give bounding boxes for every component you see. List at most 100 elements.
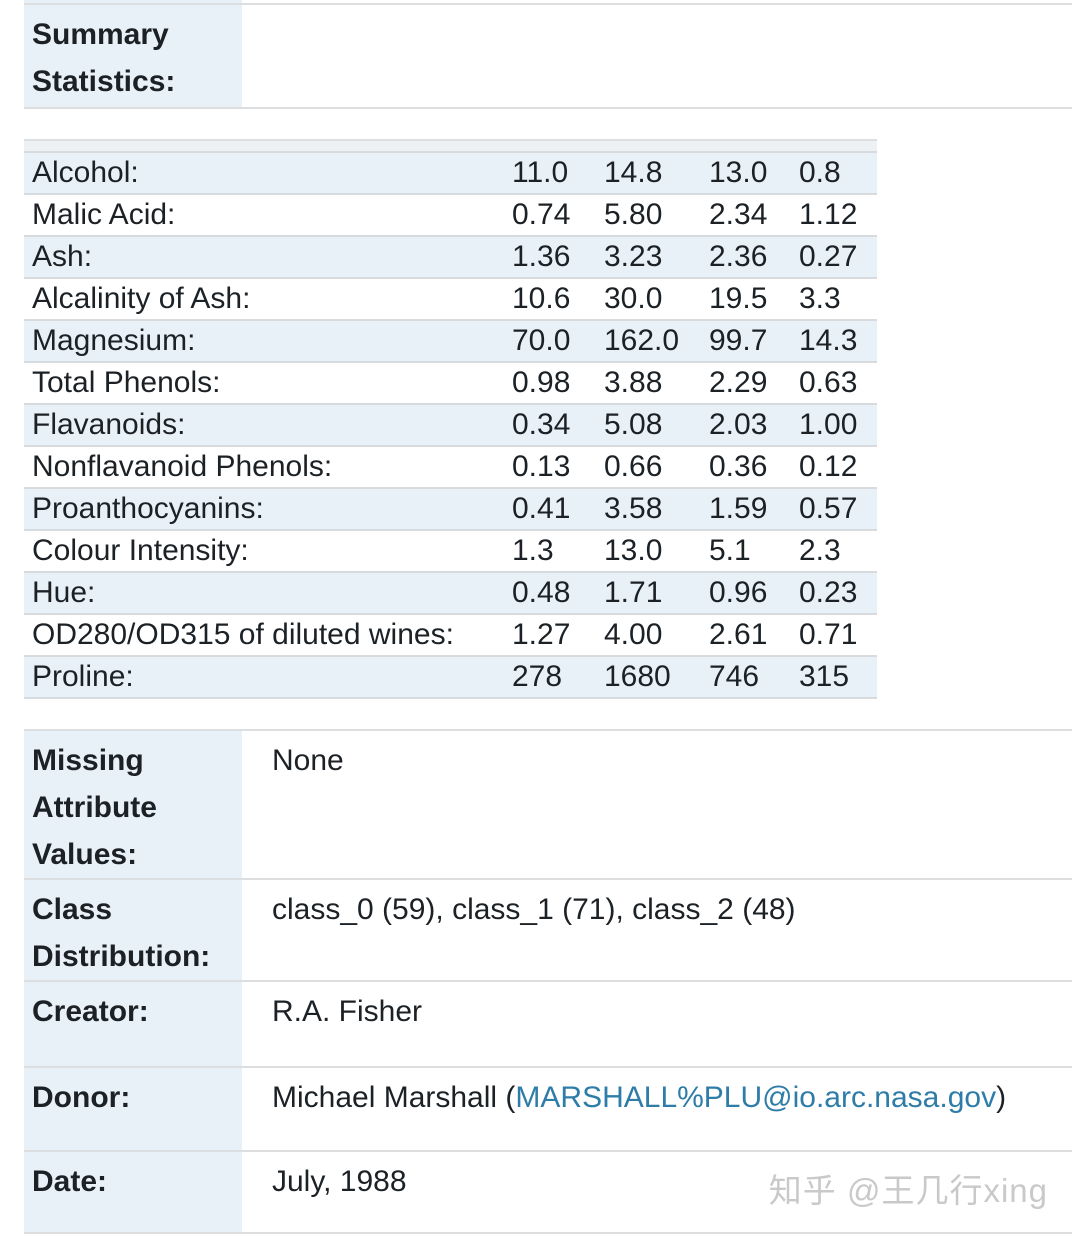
stat-max: 3.88: [604, 366, 663, 399]
missing-values-label: Missing Attribute Values:: [24, 731, 242, 878]
cutoff-label-cell: [24, 0, 242, 3]
stats-row-flavanoids: Flavanoids: 0.34 5.08 2.03 1.00: [24, 404, 877, 446]
zhihu-watermark: 知乎 @王几行xing: [768, 1172, 1048, 1209]
stats-row-colour-intensity: Colour Intensity: 1.3 13.0 5.1 2.3: [24, 530, 877, 572]
stat-sd: 14.3: [799, 324, 858, 357]
stat-label: Colour Intensity:: [32, 534, 249, 567]
stat-sd: 0.23: [799, 576, 858, 609]
stat-sd: 0.57: [799, 492, 858, 525]
stat-sd: 0.27: [799, 240, 858, 273]
field-row-donor: Donor: Michael Marshall (MARSHALL%PLU@io…: [24, 1066, 1072, 1150]
stat-label: Proline:: [32, 660, 134, 693]
field-row-class-distribution: Class Distribution: class_0 (59), class_…: [24, 878, 1072, 980]
stat-label: Alcohol:: [32, 156, 139, 189]
stat-min: 0.13: [512, 450, 571, 483]
field-row-missing-values: Missing Attribute Values: None: [24, 729, 1072, 878]
stat-sd: 0.8: [799, 156, 841, 189]
stat-max: 30.0: [604, 282, 663, 315]
field-row-date: Date: July, 1988: [24, 1150, 1072, 1234]
stat-label: Alcalinity of Ash:: [32, 282, 251, 315]
stats-row-proline: Proline: 278 1680 746 315: [24, 656, 877, 698]
stat-max: 4.00: [604, 618, 663, 651]
stat-mean: 2.61: [709, 618, 768, 651]
stat-mean: 2.34: [709, 198, 768, 231]
stat-sd: 2.3: [799, 534, 841, 567]
stat-label: Proanthocyanins:: [32, 492, 264, 525]
stat-min: 0.41: [512, 492, 571, 525]
creator-label: Creator:: [24, 982, 242, 1066]
stat-max: 5.80: [604, 198, 663, 231]
stat-label: Hue:: [32, 576, 96, 609]
stat-label: Magnesium:: [32, 324, 196, 357]
stat-max: 13.0: [604, 534, 663, 567]
stat-label: Nonflavanoid Phenols:: [32, 450, 333, 483]
stats-row-malic-acid: Malic Acid: 0.74 5.80 2.34 1.12: [24, 194, 877, 236]
stat-sd: 0.71: [799, 618, 858, 651]
donor-email-link[interactable]: MARSHALL%PLU@io.arc.nasa.gov: [515, 1081, 997, 1114]
cutoff-row-sliver: [0, 0, 1072, 3]
donor-value: Michael Marshall (MARSHALL%PLU@io.arc.na…: [242, 1068, 1072, 1150]
date-value: July, 1988: [272, 1165, 407, 1198]
stat-mean: 0.36: [709, 450, 768, 483]
stat-max: 1680: [604, 660, 671, 693]
stat-min: 0.48: [512, 576, 571, 609]
stats-row-total-phenols: Total Phenols: 0.98 3.88 2.29 0.63: [24, 362, 877, 404]
stat-min: 1.3: [512, 534, 554, 567]
stat-max: 162.0: [604, 324, 680, 357]
stat-min: 70.0: [512, 324, 571, 357]
stat-mean: 13.0: [709, 156, 768, 189]
donor-value-prefix: Michael Marshall (: [272, 1081, 516, 1114]
section-gap: [0, 109, 1072, 139]
stat-sd: 1.12: [799, 198, 858, 231]
stats-row-magnesium: Magnesium: 70.0 162.0 99.7 14.3: [24, 320, 877, 362]
stat-mean: 746: [709, 660, 760, 693]
stats-row-od280: OD280/OD315 of diluted wines: 1.27 4.00 …: [24, 614, 877, 656]
donor-label: Donor:: [24, 1068, 242, 1150]
creator-value: R.A. Fisher: [272, 995, 423, 1028]
stat-min: 1.27: [512, 618, 571, 651]
stat-label: Ash:: [32, 240, 93, 273]
stats-row-alcalinity: Alcalinity of Ash: 10.6 30.0 19.5 3.3: [24, 278, 877, 320]
stat-min: 10.6: [512, 282, 571, 315]
class-distribution-label: Class Distribution:: [24, 880, 242, 980]
stat-sd: 0.12: [799, 450, 858, 483]
stat-min: 0.74: [512, 198, 571, 231]
stat-mean: 2.36: [709, 240, 768, 273]
stat-min: 0.98: [512, 366, 571, 399]
donor-value-suffix: ): [996, 1081, 1007, 1114]
stat-sd: 315: [799, 660, 850, 693]
stats-row-hue: Hue: 0.48 1.71 0.96 0.23: [24, 572, 877, 614]
stats-row-ash: Ash: 1.36 3.23 2.36 0.27: [24, 236, 877, 278]
stat-max: 3.58: [604, 492, 663, 525]
stat-label: Total Phenols:: [32, 366, 221, 399]
date-label: Date:: [24, 1152, 242, 1232]
stat-sd: 3.3: [799, 282, 841, 315]
class-distribution-value: class_0 (59), class_1 (71), class_2 (48): [272, 893, 796, 926]
stats-row-alcohol: Alcohol: 11.0 14.8 13.0 0.8: [24, 152, 877, 194]
stat-min: 1.36: [512, 240, 571, 273]
stat-mean: 5.1: [709, 534, 751, 567]
stat-mean: 2.03: [709, 408, 768, 441]
summary-statistics-value: [242, 5, 1072, 107]
stat-label: Malic Acid:: [32, 198, 176, 231]
stat-sd: 1.00: [799, 408, 858, 441]
stat-max: 1.71: [604, 576, 663, 609]
stat-max: 5.08: [604, 408, 663, 441]
stat-mean: 19.5: [709, 282, 768, 315]
stat-min: 278: [512, 660, 563, 693]
field-row-creator: Creator: R.A. Fisher: [24, 980, 1072, 1066]
missing-values-value: None: [272, 744, 344, 777]
stat-label: Flavanoids:: [32, 408, 186, 441]
stat-max: 14.8: [604, 156, 663, 189]
stat-max: 0.66: [604, 450, 663, 483]
stat-mean: 2.29: [709, 366, 768, 399]
stat-min: 11.0: [512, 156, 569, 189]
stats-row-proanthocyanins: Proanthocyanins: 0.41 3.58 1.59 0.57: [24, 488, 877, 530]
stats-row-nonflavanoid-phenols: Nonflavanoid Phenols: 0.13 0.66 0.36 0.1…: [24, 446, 877, 488]
stat-sd: 0.63: [799, 366, 858, 399]
stat-max: 3.23: [604, 240, 663, 273]
stat-mean: 1.59: [709, 492, 768, 525]
summary-statistics-label: Summary Statistics:: [24, 5, 242, 107]
section-gap: [0, 699, 1072, 729]
